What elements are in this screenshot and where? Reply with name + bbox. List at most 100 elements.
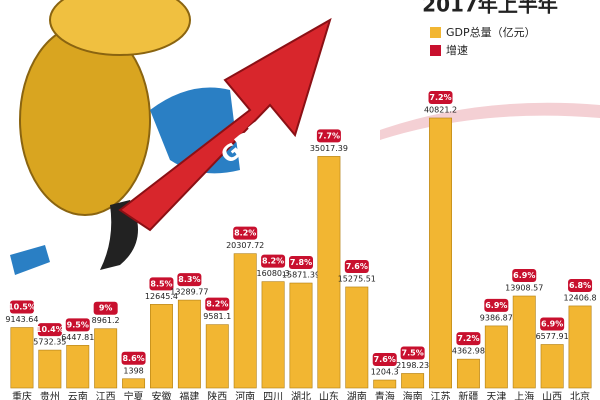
bar xyxy=(484,325,508,389)
growth-label: 6.9% xyxy=(541,319,563,328)
x-tick-label: 贵州 xyxy=(40,390,60,400)
bar xyxy=(373,379,397,389)
growth-badge xyxy=(233,226,258,240)
value-label: 16080.3 xyxy=(257,269,290,278)
bar xyxy=(150,304,173,389)
growth-badge xyxy=(372,353,397,367)
growth-label: 8.3% xyxy=(178,275,200,284)
growth-label: 6.9% xyxy=(485,301,507,310)
value-label: 4362.98 xyxy=(452,347,485,356)
x-tick-label: 江苏 xyxy=(431,390,451,400)
arrow xyxy=(118,17,332,232)
legend-label: 增速 xyxy=(446,43,468,57)
bar xyxy=(205,324,229,389)
bar xyxy=(177,299,201,389)
bar xyxy=(401,373,425,389)
value-label: 6447.81 xyxy=(61,333,94,342)
x-tick-label: 河南 xyxy=(235,390,255,400)
x-tick-label: 宁夏 xyxy=(124,390,144,400)
x-tick-label: 天津 xyxy=(486,391,506,400)
bar xyxy=(345,286,369,389)
growth-label: 10.5% xyxy=(8,303,36,312)
growth-badge xyxy=(149,277,174,291)
bar xyxy=(233,253,257,389)
bar xyxy=(512,295,536,389)
value-label: 12645.4 xyxy=(145,292,178,301)
growth-badge xyxy=(65,318,90,332)
bar xyxy=(289,282,313,389)
growth-badge xyxy=(9,300,34,314)
bar xyxy=(568,305,592,389)
value-label: 1398 xyxy=(123,366,143,375)
value-label: 15275.51 xyxy=(338,274,376,283)
runner-leg xyxy=(100,200,138,270)
x-tick-label: 上海 xyxy=(514,390,534,400)
value-label: 2198.23 xyxy=(396,361,429,370)
bar xyxy=(429,117,452,389)
growth-badge xyxy=(456,332,481,346)
illustration: GDP xyxy=(10,0,600,275)
bar xyxy=(456,358,480,389)
value-label: 9581.1 xyxy=(203,312,231,321)
legend-swatch xyxy=(430,27,441,38)
value-label: 15871.39 xyxy=(282,271,320,280)
coins xyxy=(49,0,191,56)
x-tick-label: 湖南 xyxy=(347,390,367,400)
growth-label: 8.2% xyxy=(262,257,284,266)
value-label: 12406.8 xyxy=(564,293,597,302)
growth-label: 9% xyxy=(99,304,113,313)
growth-badge xyxy=(400,346,425,360)
growth-badge xyxy=(568,278,593,292)
value-label: 35017.39 xyxy=(310,144,348,153)
bar xyxy=(38,349,62,389)
growth-badge xyxy=(316,129,341,143)
x-tick-label: 海南 xyxy=(403,390,423,400)
swoosh xyxy=(380,102,600,140)
growth-label: 9.5% xyxy=(67,320,89,329)
x-tick-label: 福建 xyxy=(179,390,199,400)
value-label: 8961.2 xyxy=(92,316,120,325)
growth-badge xyxy=(540,317,565,331)
growth-badge xyxy=(93,301,118,315)
growth-badge xyxy=(344,259,369,273)
value-label: 1204.3 xyxy=(371,368,399,377)
growth-badge xyxy=(205,297,230,311)
bar xyxy=(94,328,118,389)
shoe xyxy=(10,245,50,275)
x-tick-label: 四川 xyxy=(263,392,283,400)
growth-label: 8.6% xyxy=(122,354,144,363)
growth-label: 7.6% xyxy=(374,355,396,364)
x-tick-label: 新疆 xyxy=(458,390,478,400)
growth-label: 7.7% xyxy=(318,131,340,140)
growth-label: 7.8% xyxy=(290,258,312,267)
growth-badge xyxy=(289,256,313,270)
growth-label: 7.2% xyxy=(457,334,479,343)
x-tick-label: 北京 xyxy=(570,390,590,400)
bar xyxy=(66,345,90,389)
x-tick-label: 陕西 xyxy=(207,390,227,400)
value-label: 40821.2 xyxy=(424,106,457,115)
x-tick-label: 湖北 xyxy=(291,391,311,400)
value-label: 6577.91 xyxy=(536,332,569,341)
growth-label: 7.5% xyxy=(402,348,424,357)
value-label: 9143.64 xyxy=(5,315,38,324)
growth-badge xyxy=(121,351,146,365)
x-tick-label: 山西 xyxy=(542,391,562,400)
x-tick-label: 重庆 xyxy=(12,390,32,400)
bar xyxy=(540,344,564,389)
growth-badge xyxy=(177,273,202,287)
chart-title: 2017年上半年 xyxy=(422,0,558,17)
value-label: 9386.87 xyxy=(480,313,513,322)
legend-swatch xyxy=(430,45,441,56)
x-tick-label: 云南 xyxy=(68,390,88,400)
x-tick-label: 安徽 xyxy=(151,390,171,400)
growth-badge xyxy=(484,298,509,312)
x-tick-label: 山东 xyxy=(319,390,339,400)
value-label: 20307.72 xyxy=(226,241,264,250)
bar xyxy=(261,281,285,389)
growth-label: 6.9% xyxy=(513,271,535,280)
growth-label: 8.2% xyxy=(234,229,256,238)
growth-badge xyxy=(512,269,537,283)
